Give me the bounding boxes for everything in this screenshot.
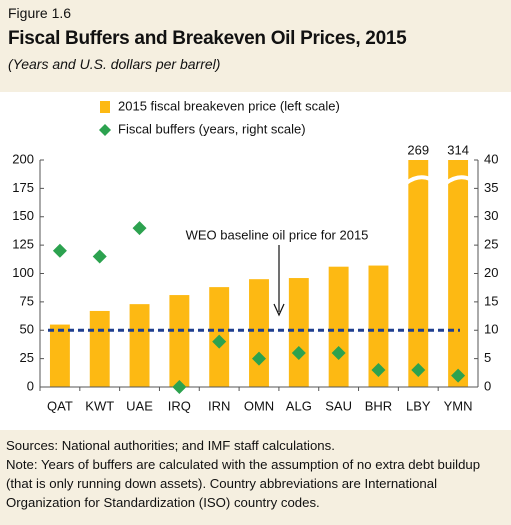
legend-label: 2015 fiscal breakeven price (left scale) (118, 98, 340, 113)
diamond-marker (172, 380, 187, 394)
axis-break (405, 175, 431, 185)
y2-tick-label: 15 (484, 293, 498, 308)
diamond-marker (331, 345, 346, 360)
diamond-marker (451, 368, 466, 383)
y-tick-label: 200 (12, 151, 34, 166)
x-tick-label: IRN (208, 398, 230, 413)
y2-tick-label: 20 (484, 265, 498, 280)
chart-subtitle: (Years and U.S. dollars per barrel) (8, 56, 221, 72)
bar (49, 324, 70, 387)
x-tick-label: IRQ (168, 398, 191, 413)
x-tick-label: ALG (286, 398, 312, 413)
bar (129, 304, 150, 387)
sources: Sources: National authorities; and IMF s… (6, 438, 335, 453)
diamond-marker (132, 221, 147, 236)
bar (169, 295, 190, 387)
y-tick-label: 175 (12, 180, 34, 195)
x-tick-label: YMN (444, 398, 473, 413)
bar (288, 278, 309, 387)
x-tick-label: SAU (325, 398, 352, 413)
bar (89, 310, 110, 387)
y-tick-label: 75 (20, 293, 34, 308)
bar (368, 265, 389, 387)
diamond-marker (291, 345, 306, 360)
diamond-marker (411, 362, 426, 377)
y2-tick-label: 0 (484, 378, 491, 393)
y-tick-label: 100 (12, 265, 34, 280)
y2-tick-label: 40 (484, 151, 498, 166)
axis-break (444, 175, 471, 185)
bar-value-label: 269 (407, 142, 429, 157)
diamond-marker (52, 243, 67, 258)
diamond-marker (92, 249, 107, 264)
y2-tick-label: 10 (484, 322, 498, 337)
note: Note: Years of buffers are calculated wi… (6, 457, 481, 510)
chart: 0 25 50 75 100 125 150 175 200 0 5 10 15 20 25 30 35 40 QA… (0, 92, 511, 430)
y2-tick-label: 35 (484, 180, 498, 195)
bar (328, 266, 349, 387)
y-tick-label: 0 (27, 378, 34, 393)
diamond-marker (252, 351, 266, 366)
bar-value-label: 314 (447, 142, 469, 157)
y-tick-label: 125 (12, 237, 34, 252)
x-tick-label: BHR (365, 398, 392, 413)
annotation-arrowhead (273, 303, 285, 317)
x-tick-label: OMN (244, 398, 274, 413)
legend-swatch (99, 124, 111, 136)
y2-tick-label: 30 (484, 208, 498, 223)
y-tick-label: 150 (12, 208, 34, 223)
y-tick-label: 25 (20, 350, 34, 365)
x-tick-label: UAE (126, 398, 153, 413)
diamond-marker (371, 362, 386, 377)
legend-label: Fiscal buffers (years, right scale) (118, 121, 306, 136)
diamond-marker (212, 334, 227, 349)
x-tick-label: LBY (406, 398, 431, 413)
bar (249, 279, 269, 387)
y2-tick-label: 25 (484, 237, 498, 252)
y2-tick-label: 5 (484, 350, 491, 365)
x-tick-label: KWT (85, 398, 114, 413)
y-tick-label: 50 (20, 322, 34, 337)
x-tick-label: QAT (47, 398, 73, 413)
figure-label: Figure 1.6 (8, 5, 72, 21)
legend-swatch (100, 101, 110, 113)
chart-title: Fiscal Buffers and Breakeven Oil Prices,… (8, 28, 407, 49)
annotation: WEO baseline oil price for 2015 (186, 227, 369, 242)
